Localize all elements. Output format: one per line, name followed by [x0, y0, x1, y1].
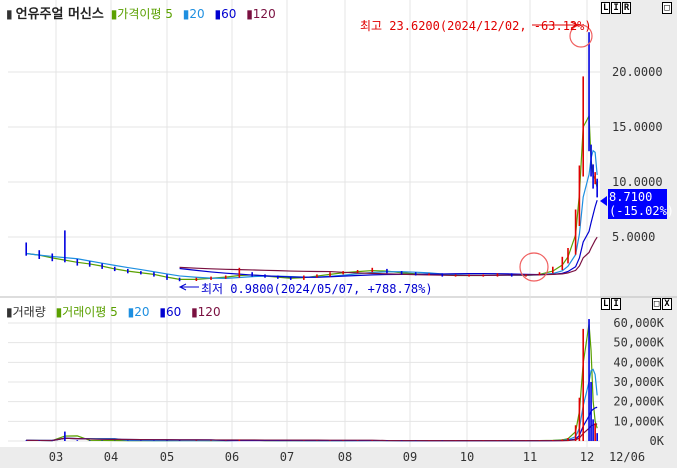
current-price-pointer	[600, 196, 607, 206]
volume-legend: ▮거래량 ▮거래이평 5 ▮20 ▮60 ▮120	[6, 303, 227, 320]
x-tick-label: 06	[225, 450, 239, 464]
maximize-button[interactable]: □	[662, 2, 672, 14]
price-ma-line	[179, 199, 598, 278]
legend-ma60: 60	[221, 7, 237, 21]
x-tick-label: 04	[104, 450, 118, 464]
price-panel-buttons: L I R □	[601, 2, 672, 14]
x-tick-label: 08	[338, 450, 352, 464]
maximize-button[interactable]: □	[651, 298, 662, 310]
high-annotation: 최고 23.6200(2024/12/02, -63.12%)	[360, 19, 592, 33]
price-tick-label: 15.0000	[612, 120, 663, 134]
low-arrowhead	[178, 283, 187, 291]
current-price-label: 8.7100 (-15.02%)	[608, 189, 675, 219]
legend-vma120: 120	[197, 305, 221, 319]
price-ma-line	[179, 236, 598, 277]
marker-circle	[519, 252, 549, 282]
legend-item: ▮60	[214, 7, 237, 21]
x-tick-label: 09	[403, 450, 417, 464]
right-button[interactable]: R	[621, 2, 632, 14]
x-tick-label: 11	[523, 450, 537, 464]
price-tick-label: 5.0000	[612, 230, 655, 244]
volume-ma-line	[26, 423, 598, 442]
x-tick-label: 07	[280, 450, 294, 464]
volume-tick-label: 10,000K	[613, 414, 664, 428]
close-button[interactable]: X	[662, 298, 672, 310]
legend-item: ▮20	[127, 305, 150, 319]
legend-item: ▮60	[159, 305, 182, 319]
legend-item: ▮20	[182, 7, 205, 21]
legend-ma5: 가격이평 5	[117, 7, 173, 21]
legend-item: ▮120	[246, 7, 276, 21]
current-price: 8.7100	[609, 190, 653, 204]
volume-tick-label: 20,000K	[613, 395, 664, 409]
price-legend: ▮ 언유주얼 머신스 ▮가격이평 5 ▮20 ▮60 ▮120	[6, 3, 282, 22]
y-axis-area	[600, 0, 677, 468]
legend-vma60: 60	[165, 305, 182, 319]
volume-title: 거래량	[12, 305, 46, 319]
legend-item: ▮120	[191, 305, 221, 319]
last-date-label: 12/06	[609, 450, 645, 464]
price-tick-label: 20.0000	[612, 65, 663, 79]
log-button[interactable]: L	[601, 298, 611, 310]
volume-tick-label: 60,000K	[613, 316, 664, 330]
legend-vma5: 거래이평 5	[62, 305, 118, 319]
low-annotation: 최저 0.9800(2024/05/07, +788.78%)	[201, 282, 433, 296]
high-arrowhead	[570, 21, 580, 29]
legend-marker: ▮	[6, 7, 13, 21]
stock-name: 언유주얼 머신스	[15, 7, 104, 22]
x-tick-label: 03	[49, 450, 63, 464]
volume-tick-label: 50,000K	[613, 336, 664, 350]
volume-tick-label: 40,000K	[613, 355, 664, 369]
legend-item: ▮거래량	[6, 305, 46, 319]
legend-ma20: 20	[189, 7, 205, 21]
x-axis-area	[0, 447, 677, 468]
legend-ma120: 120	[252, 7, 276, 21]
log-button[interactable]: L	[601, 2, 611, 14]
legend-vma20: 20	[134, 305, 150, 319]
x-tick-label: 12	[580, 450, 594, 464]
inverse-button[interactable]: I	[611, 2, 621, 14]
current-change: (-15.02%)	[609, 204, 675, 218]
volume-tick-label: 0K	[650, 434, 665, 448]
x-tick-label: 05	[160, 450, 174, 464]
high-marker-circle	[569, 24, 593, 48]
legend-item: ▮가격이평 5	[110, 7, 173, 21]
volume-tick-label: 30,000K	[613, 375, 664, 389]
inverse-button[interactable]: I	[611, 298, 621, 310]
volume-panel-buttons: L I □ X	[601, 298, 672, 310]
x-tick-label: 10	[460, 450, 474, 464]
price-ma-line	[26, 149, 598, 279]
price-tick-label: 10.0000	[612, 175, 663, 189]
legend-item: ▮거래이평 5	[55, 305, 118, 319]
